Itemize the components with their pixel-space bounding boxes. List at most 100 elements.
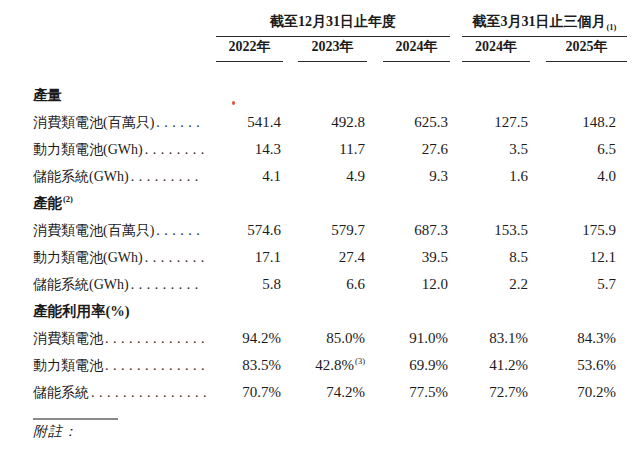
value-text: 11.7 (339, 141, 365, 158)
value-text: 3.5 (509, 141, 528, 158)
cell-value: 625.3 (383, 109, 450, 136)
footnote-label: 附註： (33, 423, 78, 441)
cell-value: 12.0 (383, 271, 450, 298)
dot-leader: ......... (131, 169, 203, 185)
dot-leader: ...... (156, 115, 204, 131)
value-text: 541.4 (247, 114, 281, 131)
value-text: 72.7% (489, 384, 528, 401)
column-group-annual: 截至12月31日止年度 (216, 11, 450, 37)
cell-value: 12.1 (546, 244, 627, 271)
value-text: 579.7 (331, 222, 365, 239)
section-title: 產量 (33, 86, 62, 105)
value-text: 94.2% (242, 330, 281, 347)
value-text: 8.5 (509, 249, 528, 266)
dot-leader: ............... (91, 385, 211, 401)
cell-value: 5.8 (216, 271, 283, 298)
table-grid: 截至12月31日止年度 截至3月31日止三個月(1) 2022年 2023年 2… (33, 11, 627, 406)
cell-value: 42.8%(3) (298, 352, 367, 379)
value-text: 6.5 (597, 141, 616, 158)
row-label-text: 動力類電池 (33, 357, 103, 375)
value-text: 1.6 (509, 168, 528, 185)
cell-value: 8.5 (462, 244, 530, 271)
value-text: 70.7% (242, 384, 281, 401)
column-group-quarterly: 截至3月31日止三個月(1) (462, 11, 627, 37)
year-header-2022: 2022年 (216, 37, 283, 62)
value-text: 53.6% (577, 357, 616, 374)
cell-value: 83.5% (216, 352, 283, 379)
red-speck-artifact (232, 101, 235, 105)
value-text: 5.8 (262, 276, 281, 293)
value-text: 574.6 (247, 222, 281, 239)
footnote-separator-line (33, 418, 118, 420)
cell-value: 6.5 (546, 136, 627, 163)
value-text: 4.0 (597, 168, 616, 185)
cell-value: 574.6 (216, 217, 283, 244)
row-label-text: 動力類電池(GWh) (33, 249, 143, 267)
section-title: 產能 (33, 194, 62, 213)
value-text: 91.0% (409, 330, 448, 347)
row-label: 儲能系統............... (33, 379, 216, 406)
row-label-text: 消費類電池(百萬只) (33, 222, 154, 240)
row-label-text: 消費類電池(百萬只) (33, 114, 154, 132)
cell-value: 492.8 (298, 109, 367, 136)
cell-value: 4.0 (546, 163, 627, 190)
value-text: 4.1 (262, 168, 281, 185)
value-text: 153.5 (494, 222, 528, 239)
row-label: 動力類電池(GWh)........ (33, 136, 216, 163)
value-text: 4.9 (346, 168, 365, 185)
value-text: 85.0% (326, 330, 365, 347)
cell-value: 53.6% (546, 352, 627, 379)
cell-value: 70.2% (546, 379, 627, 406)
cell-value: 39.5 (383, 244, 450, 271)
value-text: 83.5% (242, 357, 281, 374)
cell-value: 2.2 (462, 271, 530, 298)
cell-value: 153.5 (462, 217, 530, 244)
cell-value: 579.7 (298, 217, 367, 244)
cell-value: 687.3 (383, 217, 450, 244)
cell-value: 1.6 (462, 163, 530, 190)
cell-value: 4.1 (216, 163, 283, 190)
value-text: 84.3% (577, 330, 616, 347)
cell-value: 3.5 (462, 136, 530, 163)
value-text: 41.2% (489, 357, 528, 374)
section-header: 產量 (33, 82, 216, 109)
row-label-text: 儲能系統(GWh) (33, 276, 129, 294)
cell-value: 91.0% (383, 325, 450, 352)
cell-value: 70.7% (216, 379, 283, 406)
value-text: 14.3 (255, 141, 281, 158)
value-text: 74.2% (326, 384, 365, 401)
cell-value: 148.2 (546, 109, 627, 136)
column-group-annual-title: 截至12月31日止年度 (270, 13, 396, 31)
row-label: 動力類電池............. (33, 352, 216, 379)
value-text: 12.1 (590, 249, 616, 266)
dot-leader: ......... (131, 277, 203, 293)
value-text: 625.3 (414, 114, 448, 131)
value-text: 83.1% (489, 330, 528, 347)
row-label: 消費類電池(百萬只)...... (33, 217, 216, 244)
value-text: 127.5 (494, 114, 528, 131)
value-text: 9.3 (429, 168, 448, 185)
row-label: 消費類電池............. (33, 325, 216, 352)
cell-value: 5.7 (546, 271, 627, 298)
cell-value: 85.0% (298, 325, 367, 352)
value-text: 687.3 (414, 222, 448, 239)
value-text: 42.8% (315, 357, 354, 374)
cell-value: 72.7% (462, 379, 530, 406)
cell-value: 69.9% (383, 352, 450, 379)
year-header-2023: 2023年 (298, 37, 367, 62)
value-text: 69.9% (409, 357, 448, 374)
section-header: 產能利用率(%) (33, 298, 216, 325)
cell-value: 11.7 (298, 136, 367, 163)
cell-value: 9.3 (383, 163, 450, 190)
cell-value: 83.1% (462, 325, 530, 352)
row-label: 儲能系統(GWh)......... (33, 163, 216, 190)
row-label: 消費類電池(百萬只)...... (33, 109, 216, 136)
dot-leader: ........ (145, 142, 209, 158)
cell-value: 4.9 (298, 163, 367, 190)
dot-leader: ............. (105, 358, 209, 374)
section-header: 產能(2) (33, 190, 216, 217)
cell-value: 14.3 (216, 136, 283, 163)
cell-value: 94.2% (216, 325, 283, 352)
value-text: 5.7 (597, 276, 616, 293)
cell-value: 77.5% (383, 379, 450, 406)
